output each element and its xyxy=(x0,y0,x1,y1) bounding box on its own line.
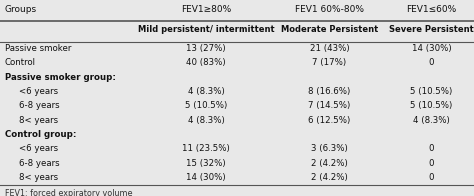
Text: FEV1≥80%: FEV1≥80% xyxy=(181,5,231,14)
Text: 4 (8.3%): 4 (8.3%) xyxy=(188,116,225,125)
Text: 2 (4.2%): 2 (4.2%) xyxy=(311,173,348,182)
Text: 8< years: 8< years xyxy=(19,116,58,125)
Text: 40 (83%): 40 (83%) xyxy=(186,58,226,67)
Text: 5 (10.5%): 5 (10.5%) xyxy=(410,87,453,96)
Text: 2 (4.2%): 2 (4.2%) xyxy=(311,159,348,168)
Text: 7 (17%): 7 (17%) xyxy=(312,58,346,67)
Text: 4 (8.3%): 4 (8.3%) xyxy=(188,87,225,96)
Text: 6-8 years: 6-8 years xyxy=(19,101,60,110)
Text: 15 (32%): 15 (32%) xyxy=(186,159,226,168)
Text: Groups: Groups xyxy=(5,5,37,14)
Text: 8< years: 8< years xyxy=(19,173,58,182)
Text: <6 years: <6 years xyxy=(19,87,58,96)
Text: Passive smoker group:: Passive smoker group: xyxy=(5,73,116,82)
Text: 0: 0 xyxy=(428,144,434,153)
Text: Moderate Persistent: Moderate Persistent xyxy=(281,25,378,34)
Text: FEV1: forced expiratory volume: FEV1: forced expiratory volume xyxy=(5,189,132,196)
Text: 14 (30%): 14 (30%) xyxy=(411,44,451,53)
Text: Control: Control xyxy=(5,58,36,67)
Text: 3 (6.3%): 3 (6.3%) xyxy=(311,144,348,153)
Text: 8 (16.6%): 8 (16.6%) xyxy=(308,87,351,96)
Text: Mild persistent/ intermittent: Mild persistent/ intermittent xyxy=(138,25,274,34)
Text: 4 (8.3%): 4 (8.3%) xyxy=(413,116,450,125)
Text: 7 (14.5%): 7 (14.5%) xyxy=(308,101,351,110)
Text: 5 (10.5%): 5 (10.5%) xyxy=(185,101,228,110)
Text: Control group:: Control group: xyxy=(5,130,76,139)
Text: FEV1 60%-80%: FEV1 60%-80% xyxy=(295,5,364,14)
Text: 0: 0 xyxy=(428,159,434,168)
Text: 6 (12.5%): 6 (12.5%) xyxy=(308,116,351,125)
Text: 13 (27%): 13 (27%) xyxy=(186,44,226,53)
Text: <6 years: <6 years xyxy=(19,144,58,153)
Text: 6-8 years: 6-8 years xyxy=(19,159,60,168)
Text: 0: 0 xyxy=(428,58,434,67)
Text: 11 (23.5%): 11 (23.5%) xyxy=(182,144,230,153)
Text: 5 (10.5%): 5 (10.5%) xyxy=(410,101,453,110)
Text: 14 (30%): 14 (30%) xyxy=(186,173,226,182)
Text: FEV1≤60%: FEV1≤60% xyxy=(406,5,456,14)
Text: Passive smoker: Passive smoker xyxy=(5,44,71,53)
Text: Severe Persistent: Severe Persistent xyxy=(389,25,474,34)
Text: 0: 0 xyxy=(428,173,434,182)
Text: 21 (43%): 21 (43%) xyxy=(310,44,349,53)
